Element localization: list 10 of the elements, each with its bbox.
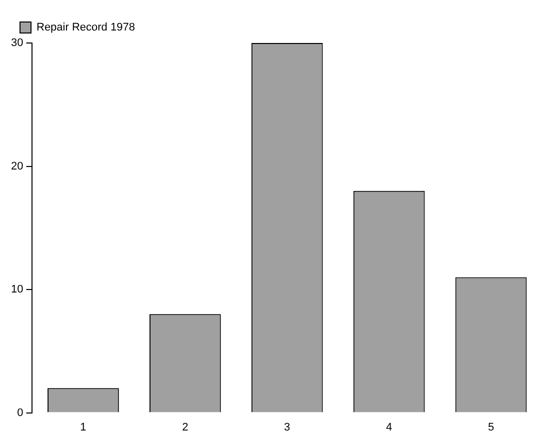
y-tick-label: 30 [10, 37, 24, 50]
y-tick-label: 20 [10, 160, 24, 172]
legend-label: Repair Record 1978 [36, 22, 135, 34]
x-tick-label: 5 [488, 421, 494, 434]
x-tick-label: 4 [386, 421, 392, 434]
x-tick-label: 1 [80, 421, 86, 434]
x-tick-label: 3 [284, 421, 290, 434]
x-tick-label: 2 [182, 421, 188, 434]
y-tick-label: 0 [17, 406, 24, 419]
y-tick-label: 10 [10, 284, 24, 296]
